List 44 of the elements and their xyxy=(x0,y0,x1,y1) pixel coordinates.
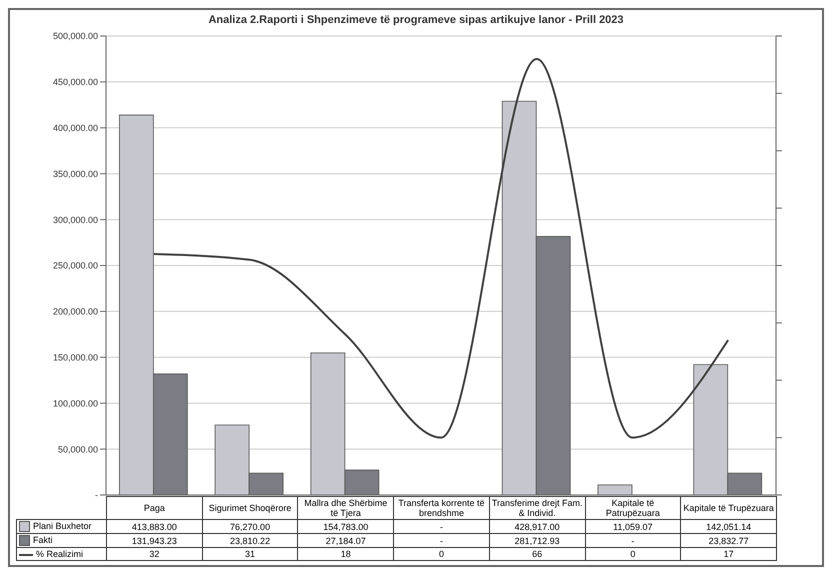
y-tick-label: 400,000.00 xyxy=(52,122,98,133)
y-tick-label: 300,000.00 xyxy=(52,214,98,225)
x-tick-label: Mallra dhe Shërbime të Tjera xyxy=(298,496,394,520)
data-label: 76,270.00 xyxy=(202,520,298,534)
text: - xyxy=(631,536,634,546)
data-label: 428,917.00 xyxy=(489,520,586,534)
legend-label: % Realizimi xyxy=(16,548,106,561)
text: - xyxy=(440,536,443,546)
data-label: 154,783.00 xyxy=(298,520,394,534)
x-tick-label: Kapitale të Patrupëzuara xyxy=(585,496,681,520)
data-label: 281,712.93 xyxy=(489,534,586,548)
y-tick-label: 200,000.00 xyxy=(52,306,98,317)
x-tick-label: Transferime drejt Fam. & Individ. xyxy=(489,496,586,520)
legend-label: Fakti xyxy=(16,534,106,548)
data-label: 27,184.07 xyxy=(298,534,394,548)
data-label: 131,943.23 xyxy=(106,534,202,548)
data-label: 23,832.77 xyxy=(680,534,776,548)
x-tick-label: Paga xyxy=(106,496,202,520)
text: - xyxy=(440,522,443,532)
y-tick-label: 250,000.00 xyxy=(52,260,98,271)
y-tick-label: 50,000.00 xyxy=(58,444,98,454)
x-tick-label: Kapitale të Trupëzuara xyxy=(680,496,776,520)
data-label: 31 xyxy=(202,548,298,561)
legend-label: Plani Buxhetor xyxy=(16,520,106,534)
y-tick-label: - xyxy=(95,490,98,500)
y-tick-label: 100,000.00 xyxy=(52,398,98,408)
data-label: 66 xyxy=(489,548,586,561)
chart-title: Analiza 2.Raporti i Shpenzimeve të programeve sipas artikujve lanor - Prill 2023 xyxy=(207,14,625,26)
y-tick-label: 350,000.00 xyxy=(52,168,98,179)
data-label: 142,051.14 xyxy=(680,520,776,534)
x-tick-label: Sigurimet Shoqërore xyxy=(202,496,298,520)
data-label: 32 xyxy=(106,548,202,561)
data-label: 11,059.07 xyxy=(585,520,681,534)
data-label: 17 xyxy=(680,548,776,561)
x-tick-label: Transferta korrente të brendshme xyxy=(394,496,490,520)
data-label: 23,810.22 xyxy=(202,534,298,548)
data-label: 413,883.00 xyxy=(106,520,202,534)
y-tick-label: 450,000.00 xyxy=(52,77,98,88)
data-label: 0 xyxy=(585,548,681,561)
data-label: 0 xyxy=(394,548,490,561)
data-label: 18 xyxy=(298,548,394,561)
y-tick-label: 500,000.00 xyxy=(52,31,98,42)
y-tick-label: 150,000.00 xyxy=(52,352,98,362)
bar xyxy=(598,484,632,495)
